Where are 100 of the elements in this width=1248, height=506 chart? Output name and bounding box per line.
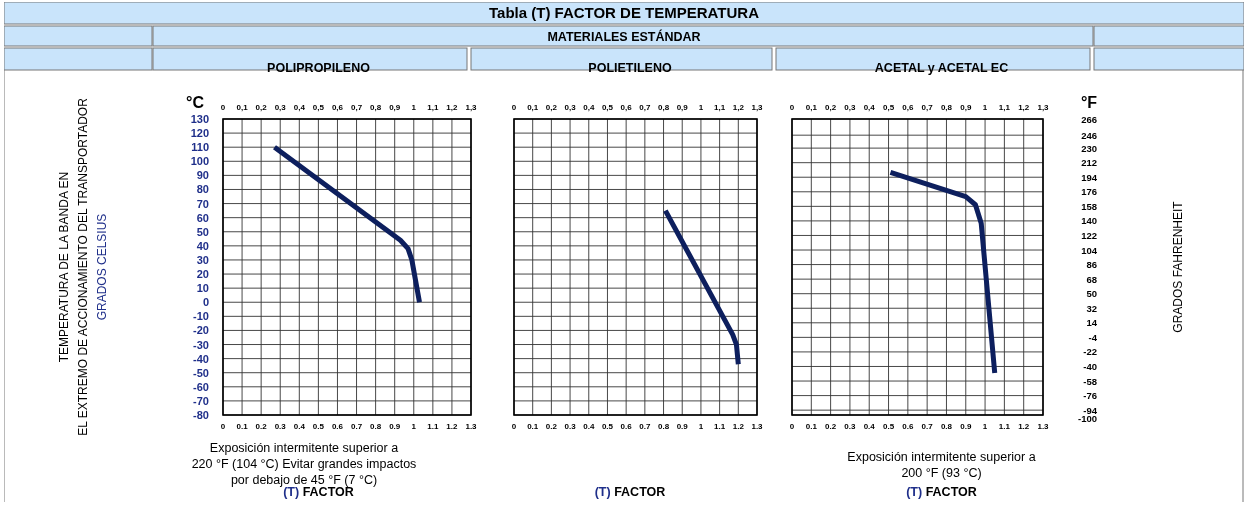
y-tick-label: -80 — [193, 409, 209, 421]
y-tick-label: -20 — [193, 324, 209, 337]
x2-tick-label: 0,8 — [940, 103, 953, 112]
x-tick-label: 0.6 — [902, 422, 914, 431]
x-tick-label: 1.3 — [1037, 422, 1050, 431]
x2-tick-label: 1 — [982, 103, 988, 112]
y2-tick-label: 266 — [1081, 113, 1097, 125]
chart-title: ACETAL y ACETAL EC — [874, 61, 1009, 75]
x-tick-label: 1.1 — [714, 422, 726, 431]
y2-tick-label: 158 — [1081, 200, 1097, 212]
x2-tick-label: 0 — [220, 103, 226, 112]
x2-tick-label: 0,5 — [882, 103, 895, 112]
text: Exposición intermitente superior a 200 °F (93 °C) — [847, 450, 1036, 480]
y-tick-label: -50 — [193, 366, 209, 379]
x-tick-label: 1.1 — [998, 422, 1011, 431]
y2-axis-title: GRADOS FAHRENHEIT — [1171, 200, 1185, 333]
x-tick-label: 0.6 — [620, 422, 633, 431]
x2-tick-label: 0,8 — [370, 103, 382, 112]
x-tick-label: 0.7 — [639, 422, 651, 431]
x-axis-title: (T) FACTOR — [906, 485, 977, 499]
x-tick-label: 0 — [511, 422, 517, 431]
x2-tick-label: 0,1 — [805, 103, 818, 112]
x-tick-label: 0.4 — [863, 422, 876, 431]
x2-tick-label: 1,1 — [998, 103, 1011, 112]
x2-tick-label: 0,6 — [331, 103, 344, 112]
y-tick-label: 100 — [190, 155, 209, 168]
x-tick-label: 0.7 — [350, 422, 363, 431]
y-tick-label: -40 — [193, 352, 209, 365]
y2-tick-label: 246 — [1081, 129, 1097, 141]
x-tick-label: 0.3 — [844, 422, 857, 431]
x2-tick-label: 0,1 — [527, 103, 539, 112]
x2-tick-label: 0,2 — [255, 103, 268, 112]
y-tick-label: -30 — [193, 338, 209, 351]
x-tick-label: 0.8 — [940, 422, 953, 431]
chart-title: POLIETILENO — [588, 61, 672, 75]
x-tick-label: 0.9 — [960, 422, 972, 431]
x-tick-label: 1.2 — [446, 422, 459, 431]
y2-tick-label: 176 — [1081, 186, 1097, 198]
x-tick-label: 1.2 — [1018, 422, 1030, 431]
x2-tick-label: 0,9 — [389, 103, 401, 112]
y2-tick-label: -100 — [1077, 413, 1097, 425]
y-tick-label: -60 — [193, 380, 209, 393]
x2-tick-label: 0,6 — [620, 103, 633, 112]
x2-tick-label: 0,3 — [844, 103, 857, 112]
y2-tick-label: 140 — [1081, 215, 1097, 227]
x-tick-label: 0 — [220, 422, 226, 431]
y2-tick-label: 14 — [1086, 317, 1098, 329]
x2-tick-label: 1,2 — [446, 103, 459, 112]
x2-tick-label: 0,5 — [312, 103, 325, 112]
x2-tick-label: 0,4 — [583, 103, 595, 112]
x-tick-label: 0.3 — [274, 422, 287, 431]
x2-tick-label: 1,2 — [1018, 103, 1030, 112]
x2-tick-label: 0,3 — [564, 103, 577, 112]
x-tick-label: 1 — [411, 422, 417, 431]
y2-tick-label: -58 — [1083, 375, 1097, 387]
chart-title: POLIPROPILENO — [267, 61, 371, 75]
y2-tick-label: 194 — [1081, 171, 1098, 183]
x2-tick-label: 0,4 — [293, 103, 306, 112]
x-tick-label: 0.8 — [370, 422, 382, 431]
y2-tick-label: -94 — [1083, 404, 1098, 416]
text: MATERIALES ESTÁNDAR — [547, 29, 701, 44]
x-tick-label: 0.4 — [293, 422, 306, 431]
x2-tick-label: 1 — [698, 103, 704, 112]
y-tick-label: -10 — [193, 310, 209, 323]
y2-tick-label: 230 — [1081, 142, 1097, 154]
x-tick-label: 0.1 — [805, 422, 818, 431]
x2-tick-label: 0,5 — [601, 103, 614, 112]
y-tick-label: 20 — [196, 268, 209, 281]
y-tick-label: 70 — [196, 197, 209, 210]
x-tick-label: 0.1 — [527, 422, 539, 431]
y-tick-label: 10 — [196, 282, 209, 295]
y-tick-label: 130 — [190, 113, 209, 125]
x-tick-label: 0.1 — [236, 422, 249, 431]
y2-tick-label: -76 — [1083, 390, 1097, 402]
x-tick-label: 0.3 — [564, 422, 577, 431]
x2-tick-label: 0,3 — [274, 103, 287, 112]
x2-tick-label: 1,1 — [427, 103, 439, 112]
y-tick-label: 80 — [196, 183, 209, 196]
x2-tick-label: 1,3 — [751, 103, 764, 112]
x-tick-label: 1 — [982, 422, 988, 431]
y-tick-label: -70 — [193, 394, 209, 407]
x2-tick-label: 0,2 — [545, 103, 558, 112]
x-tick-label: 1.3 — [465, 422, 478, 431]
x-tick-label: 0.5 — [882, 422, 895, 431]
x2-tick-label: 1,1 — [714, 103, 726, 112]
x2-tick-label: 0,9 — [960, 103, 972, 112]
x2-tick-label: 0,7 — [921, 103, 934, 112]
x-tick-label: 1.1 — [427, 422, 439, 431]
x-tick-label: 0.9 — [389, 422, 401, 431]
x2-tick-label: 0,1 — [236, 103, 249, 112]
y2-tick-label: 104 — [1081, 244, 1098, 256]
y-tick-label: 40 — [196, 239, 209, 252]
x-tick-label: 0.7 — [921, 422, 934, 431]
y-axis-title: TEMPERATURA DE LA BANDA EN EL EXTREMO DE ACCIONAMIENTO DEL TRANSPORTADOR GRADOS CELSIUS — [57, 97, 109, 436]
x-tick-label: 1.3 — [751, 422, 764, 431]
y-tick-label: 0 — [202, 296, 209, 309]
x2-tick-label: 0,4 — [863, 103, 876, 112]
x2-tick-label: 0,9 — [676, 103, 689, 112]
x2-tick-label: 1 — [411, 103, 417, 112]
x2-tick-label: 1,3 — [1037, 103, 1050, 112]
